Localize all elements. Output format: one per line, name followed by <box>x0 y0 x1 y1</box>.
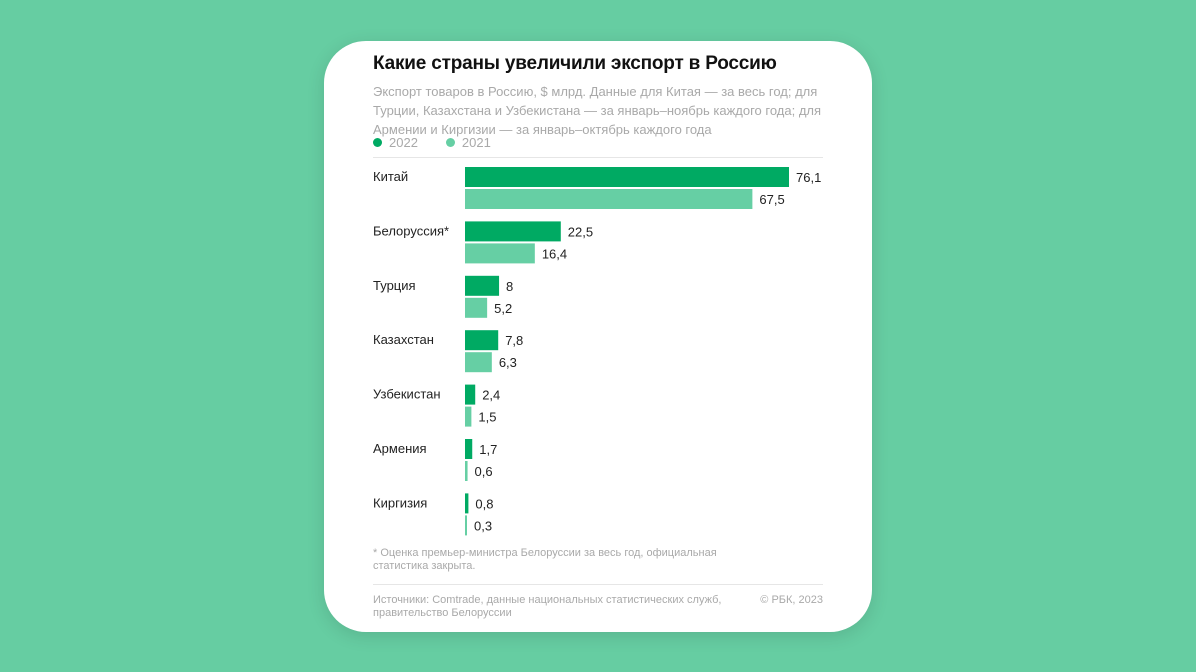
data-label-2022: 2,4 <box>482 388 500 403</box>
category-label: Киргизия <box>373 495 427 510</box>
bar-2022 <box>465 439 473 459</box>
legend-label-2021: 2021 <box>461 135 491 150</box>
footnote: * Оценка премьер-министра Белоруссии за … <box>373 547 717 572</box>
chart-subtitle: Экспорт товаров в Россию, $ млрд. Данные… <box>373 84 822 137</box>
data-label-2022: 22,5 <box>568 224 593 239</box>
legend: 2022 2021 <box>373 135 491 150</box>
bar-2022 <box>465 493 469 514</box>
data-label-2021: 16,4 <box>542 246 567 261</box>
category-label: Белоруссия* <box>373 223 449 238</box>
bar-2021 <box>465 243 535 264</box>
category-label: Китай <box>373 169 408 184</box>
data-label-2021: 1,5 <box>478 410 496 425</box>
data-label-2022: 7,8 <box>505 333 523 348</box>
divider <box>373 157 823 158</box>
data-label-2021: 5,2 <box>494 301 512 316</box>
chart-card: Какие страны увеличили экспорт в Россию … <box>324 41 872 632</box>
legend-item-2022: 2022 <box>373 135 418 150</box>
category-label: Армения <box>373 441 427 456</box>
sources: Источники: Comtrade, данные национальных… <box>373 594 722 619</box>
category-label: Турция <box>373 278 416 293</box>
category-label: Казахстан <box>373 332 434 347</box>
data-label-2021: 6,3 <box>499 355 517 370</box>
data-label-2021: 0,6 <box>475 464 493 479</box>
legend-dot-2021 <box>445 138 455 147</box>
legend-label-2022: 2022 <box>389 135 418 150</box>
bar-2022 <box>465 384 476 405</box>
chart-title: Какие страны увеличили экспорт в Россию <box>373 53 777 74</box>
bar-2021 <box>465 297 488 318</box>
data-label-2022: 1,7 <box>479 442 497 457</box>
bar-2021 <box>465 406 472 427</box>
bar-2022 <box>465 330 499 351</box>
bar-2021 <box>465 461 468 481</box>
bar-2021 <box>465 515 467 536</box>
data-label-2022: 8 <box>506 279 513 294</box>
data-label-2022: 0,8 <box>475 496 493 511</box>
legend-dot-2022 <box>373 138 382 147</box>
bar-2021 <box>465 352 492 373</box>
bar-2022 <box>465 275 500 296</box>
divider <box>373 584 823 585</box>
data-label-2022: 76,1 <box>796 170 821 185</box>
bar-2021 <box>465 189 753 209</box>
bar-chart: Китай 76,1 67,5 Белоруссия* 22,516,4 Турция 8 5… <box>373 167 821 536</box>
bar-2022 <box>465 167 789 187</box>
legend-item-2021: 2021 <box>445 135 491 150</box>
category-label: Узбекистан <box>373 387 441 402</box>
data-label-2021: 0,3 <box>474 518 492 533</box>
data-label-2021: 67,5 <box>759 192 784 207</box>
copyright: © РБК, 2023 <box>760 594 823 606</box>
bar-2022 <box>465 221 561 242</box>
